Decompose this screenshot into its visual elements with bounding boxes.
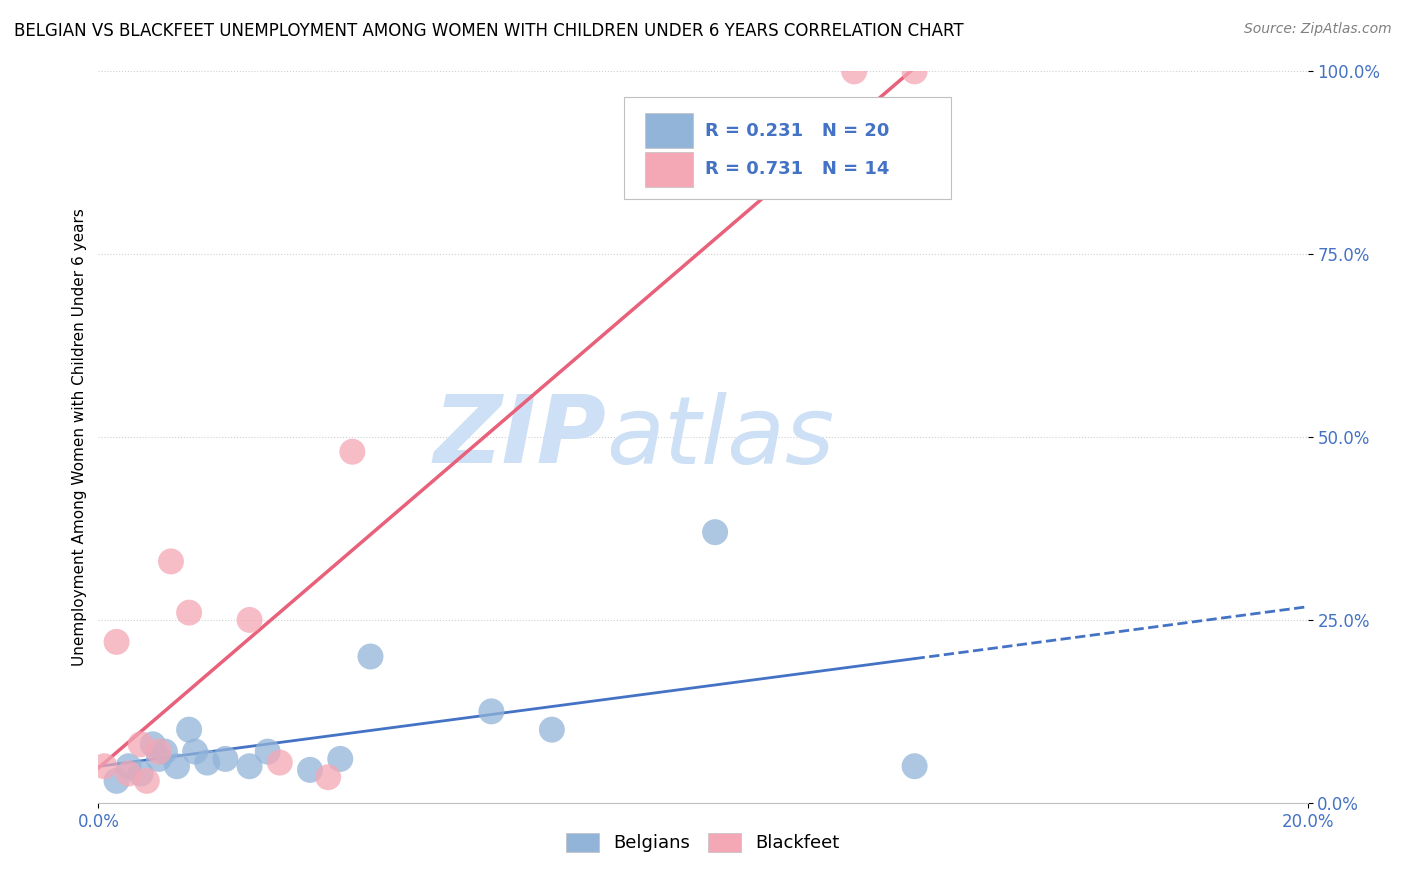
Text: R = 0.231   N = 20: R = 0.231 N = 20: [706, 121, 890, 140]
Point: [299, 763, 322, 777]
Point: [904, 759, 927, 773]
Point: [704, 525, 727, 540]
Point: [166, 759, 188, 773]
Point: [844, 64, 866, 78]
FancyBboxPatch shape: [624, 97, 950, 200]
Point: [153, 745, 176, 759]
Point: [256, 745, 278, 759]
Point: [105, 773, 128, 788]
Y-axis label: Unemployment Among Women with Children Under 6 years: Unemployment Among Women with Children U…: [72, 208, 87, 666]
Point: [540, 723, 562, 737]
Point: [329, 752, 352, 766]
Point: [129, 766, 152, 780]
Text: BELGIAN VS BLACKFEET UNEMPLOYMENT AMONG WOMEN WITH CHILDREN UNDER 6 YEARS CORREL: BELGIAN VS BLACKFEET UNEMPLOYMENT AMONG …: [14, 22, 963, 40]
Point: [129, 737, 152, 751]
Text: ZIP: ZIP: [433, 391, 606, 483]
FancyBboxPatch shape: [645, 152, 693, 187]
Point: [269, 756, 291, 770]
Point: [316, 770, 339, 784]
Legend: Belgians, Blackfeet: Belgians, Blackfeet: [560, 826, 846, 860]
Point: [342, 444, 364, 458]
Point: [148, 752, 170, 766]
Point: [135, 773, 157, 788]
Point: [148, 745, 170, 759]
Point: [481, 705, 503, 719]
Point: [360, 649, 382, 664]
Text: R = 0.731   N = 14: R = 0.731 N = 14: [706, 161, 890, 178]
Point: [179, 606, 201, 620]
FancyBboxPatch shape: [645, 113, 693, 148]
Point: [160, 554, 183, 568]
Point: [239, 613, 262, 627]
Point: [118, 766, 141, 780]
Point: [184, 745, 207, 759]
Point: [904, 64, 927, 78]
Point: [105, 635, 128, 649]
Text: atlas: atlas: [606, 392, 835, 483]
Point: [195, 756, 218, 770]
Point: [93, 759, 115, 773]
Point: [214, 752, 236, 766]
Point: [142, 737, 165, 751]
Point: [239, 759, 262, 773]
Text: Source: ZipAtlas.com: Source: ZipAtlas.com: [1244, 22, 1392, 37]
Point: [179, 723, 201, 737]
Point: [118, 759, 141, 773]
